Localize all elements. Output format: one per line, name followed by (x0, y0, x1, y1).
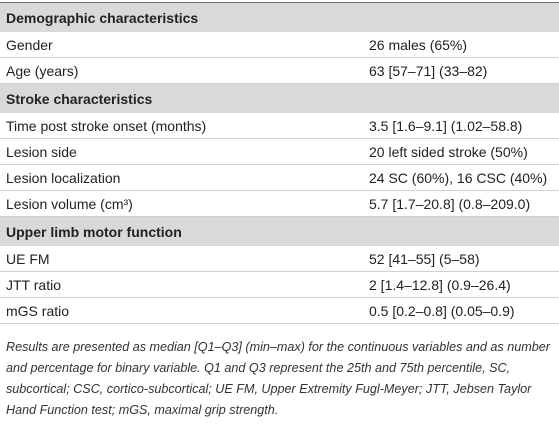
table-row: UE FM 52 [41–55] (5–58) (0, 246, 559, 272)
section-title: Upper limb motor function (0, 216, 559, 246)
row-label: Lesion side (0, 138, 363, 165)
section-title: Stroke characteristics (0, 83, 559, 113)
section-header: Stroke characteristics (0, 83, 559, 113)
table-row: JTT ratio 2 [1.4–12.8] (0.9–26.4) (0, 271, 559, 298)
table-row: Gender 26 males (65%) (0, 32, 559, 58)
row-label: Time post stroke onset (months) (0, 113, 363, 139)
row-value: 24 SC (60%), 16 CSC (40%) (363, 164, 559, 191)
row-value: 63 [57–71] (33–82) (363, 57, 559, 84)
row-label: UE FM (0, 246, 363, 272)
section-title: Demographic characteristics (0, 2, 559, 32)
row-label: Gender (0, 32, 363, 58)
section-header: Demographic characteristics (0, 2, 559, 32)
table-row: Lesion localization 24 SC (60%), 16 CSC (… (0, 164, 559, 191)
row-value: 3.5 [1.6–9.1] (1.02–58.8) (363, 113, 559, 139)
row-label: mGS ratio (0, 297, 363, 324)
row-label: JTT ratio (0, 271, 363, 298)
table: Demographic characteristics Gender 26 male… (0, 2, 559, 324)
table-row: Lesion volume (cm³) 5.7 [1.7–20.8] (0.8–2… (0, 190, 559, 217)
row-label: Age (years) (0, 57, 363, 84)
row-label: Lesion localization (0, 164, 363, 191)
row-value: 26 males (65%) (363, 32, 559, 58)
section-header: Upper limb motor function (0, 216, 559, 246)
row-value: 0.5 [0.2–0.8] (0.05–0.9) (363, 297, 559, 324)
row-value: 20 left sided stroke (50%) (363, 138, 559, 165)
row-value: 52 [41–55] (5–58) (363, 246, 559, 272)
row-value: 5.7 [1.7–20.8] (0.8–209.0) (363, 190, 559, 217)
row-label: Lesion volume (cm³) (0, 190, 363, 217)
table-row: Age (years) 63 [57–71] (33–82) (0, 57, 559, 84)
row-value: 2 [1.4–12.8] (0.9–26.4) (363, 271, 559, 298)
footnote: Results are presented as median [Q1–Q3] … (6, 340, 550, 417)
table-row: Time post stroke onset (months) 3.5 [1.6–… (0, 113, 559, 139)
table-row: mGS ratio 0.5 [0.2–0.8] (0.05–0.9) (0, 297, 559, 324)
table-row: Lesion side 20 left sided stroke (50%) (0, 138, 559, 165)
